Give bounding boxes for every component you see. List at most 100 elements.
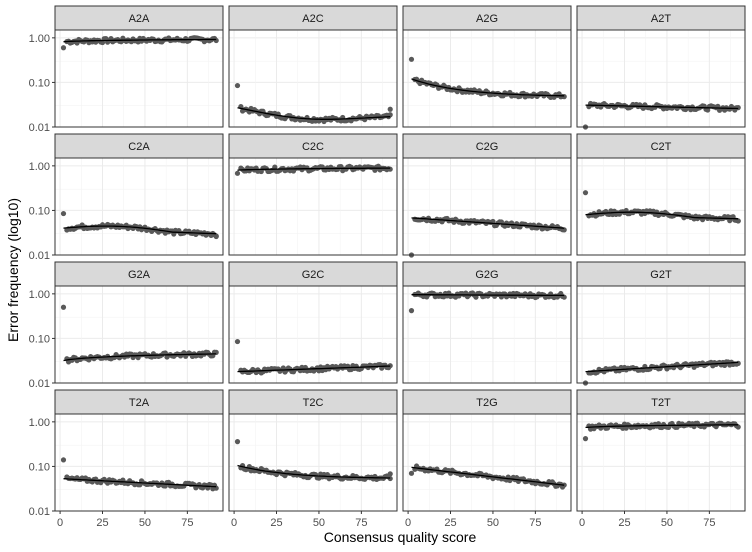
fit-line (585, 361, 739, 373)
facet-strip (576, 389, 746, 415)
panel-border (402, 29, 572, 128)
panel-border (576, 29, 746, 128)
facet-label: A2A (129, 13, 150, 25)
panel-g2g: G2G (402, 261, 572, 384)
y-tick-label: 0.10 (29, 77, 50, 89)
panel-border (228, 413, 398, 512)
data-point-outlier (408, 308, 415, 314)
panel-c2g: C2G (402, 133, 572, 258)
data-point-outlier (234, 439, 241, 445)
fit-line (585, 211, 739, 220)
panel-border (228, 157, 398, 256)
data-point (735, 360, 741, 366)
panel-border (54, 29, 224, 128)
facet-label: G2T (650, 269, 672, 281)
data-point (561, 94, 567, 100)
panel-t2c: T2C 0 25 50 75 (228, 389, 398, 529)
y-tick-label: 1.00 (29, 289, 50, 301)
facet-strip (54, 133, 224, 159)
data-point-outlier (60, 210, 67, 217)
fit-line (237, 167, 391, 171)
y-tick-label: 0.10 (29, 461, 50, 473)
panel-background (55, 286, 223, 383)
data-point-end (387, 106, 393, 112)
panel-g2a: G2A 1.00 0.10 0.01 (29, 261, 224, 390)
panel-t2g: T2G 0 25 50 75 (402, 389, 572, 529)
data-point-outlier (60, 457, 67, 463)
panel-t2t: T2T 0 25 50 75 (576, 389, 746, 529)
x-tick-label: 50 (139, 517, 151, 529)
panel-border (54, 413, 224, 512)
data-point (387, 475, 393, 482)
data-point-outlier (234, 82, 241, 89)
facet-label: T2A (129, 397, 150, 409)
facet-strip (402, 261, 572, 287)
facet-label: A2G (476, 13, 498, 25)
panel-a2a: A2A 1.00 0.10 0.01 (29, 5, 224, 134)
fit-line (237, 365, 391, 373)
data-point (735, 105, 741, 111)
x-tick-label: 0 (231, 517, 237, 529)
panel-background (55, 414, 223, 511)
panel-background (403, 30, 571, 127)
panel-a2g: A2G (402, 5, 572, 128)
panel-border (402, 157, 572, 256)
x-tick-label: 75 (355, 517, 367, 529)
panel-t2a: T2A 1.00 0.10 0.01 0 25 50 75 (29, 389, 224, 529)
data-point (735, 424, 741, 430)
data-point-outlier (234, 338, 241, 345)
panel-border (402, 413, 572, 512)
grid-lines (55, 158, 223, 256)
y-tick-label: 1.00 (29, 161, 50, 173)
panel-border (54, 157, 224, 256)
x-tick-label: 25 (96, 517, 108, 529)
data-point-outlier (234, 170, 241, 176)
panel-background (229, 414, 397, 511)
y-tick-label: 1.00 (29, 417, 50, 429)
panel-border (228, 29, 398, 128)
data-point-outlier (60, 45, 67, 51)
facet-strip (228, 5, 398, 31)
x-tick-label: 50 (661, 517, 673, 529)
data-point-end (735, 218, 741, 224)
facet-strip (54, 261, 224, 287)
panel-background (403, 414, 571, 511)
facet-label: C2T (651, 141, 672, 153)
data-point (387, 166, 393, 172)
fit-line (63, 353, 217, 362)
fit-line (411, 217, 565, 229)
data-point-end (387, 471, 393, 477)
facet-label: T2G (476, 397, 497, 409)
fit-line (411, 78, 565, 97)
panel-border (576, 285, 746, 384)
y-tick-label: 0.01 (29, 378, 50, 390)
data-point-outlier (408, 470, 415, 476)
facet-strip (54, 389, 224, 415)
facet-strip (576, 261, 746, 287)
x-tick-label: 75 (703, 517, 715, 529)
panel-a2c: A2C (228, 5, 398, 128)
facet-strip (228, 261, 398, 287)
data-point-outlier (582, 436, 589, 442)
data-point-outlier (408, 56, 415, 62)
panel-border (54, 285, 224, 384)
fit-line (237, 464, 391, 479)
fit-line (237, 107, 391, 120)
data-point (387, 112, 393, 118)
facet-strip (576, 5, 746, 31)
panel-g2t: G2T (576, 261, 746, 386)
x-tick-label: 25 (444, 517, 456, 529)
y-tick-label: 0.01 (29, 122, 50, 134)
x-tick-label: 0 (57, 517, 63, 529)
facet-label: A2T (651, 13, 671, 25)
y-tick-label: 1.00 (29, 33, 50, 45)
facet-label: G2G (475, 269, 498, 281)
facet-label: C2G (476, 141, 499, 153)
fit-line (411, 466, 565, 486)
data-point-outlier (582, 190, 589, 196)
panel-background (403, 286, 571, 383)
x-tick-label: 75 (181, 517, 193, 529)
panel-background (403, 158, 571, 255)
